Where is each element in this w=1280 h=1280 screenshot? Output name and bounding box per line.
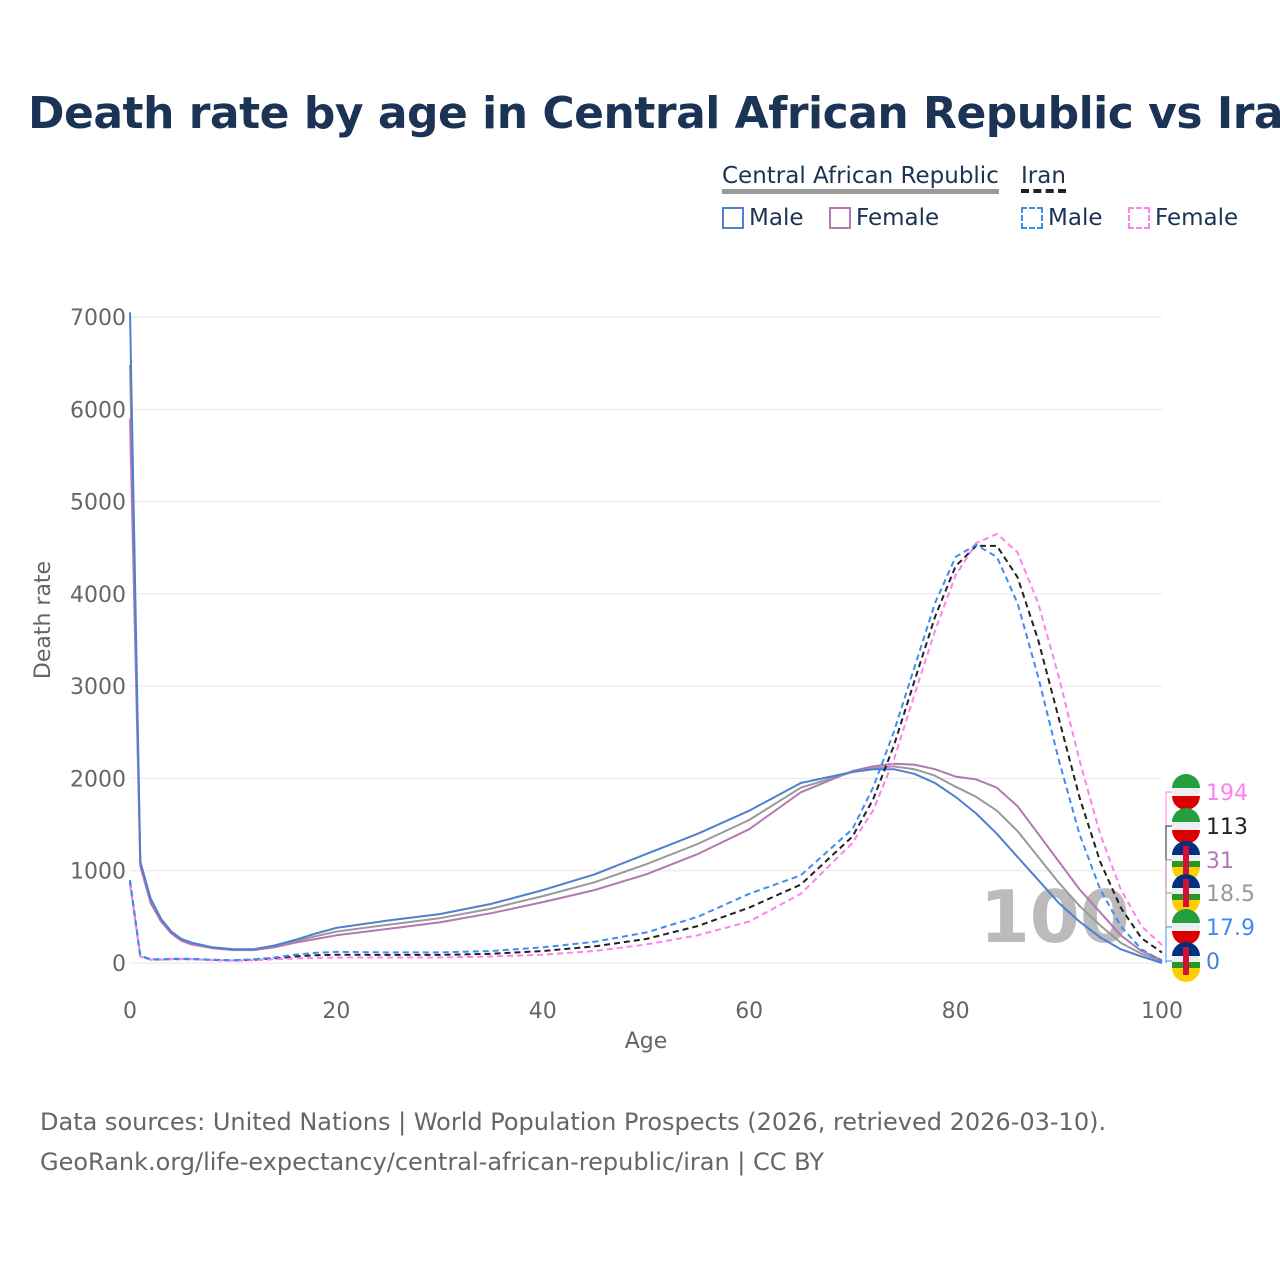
y-tick-label: 1000 [70, 860, 126, 885]
legend-car-female[interactable]: Female [829, 205, 939, 231]
end-value-label: 0 [1206, 950, 1220, 975]
end-value-label: 18.5 [1206, 882, 1255, 907]
source-line-1: Data sources: United Nations | World Pop… [40, 1108, 1107, 1136]
y-tick-label: 4000 [70, 583, 126, 608]
legend-label: Female [856, 205, 940, 231]
y-tick-label: 5000 [70, 491, 126, 516]
x-tick-label: 60 [735, 999, 763, 1024]
series-line-car_total [129, 364, 1163, 963]
y-axis-label: Death rate [31, 561, 56, 679]
label-connector [1165, 825, 1172, 953]
series-line-iran_male [129, 543, 1163, 963]
y-tick-label: 3000 [70, 675, 126, 700]
legend-swatch [829, 207, 851, 229]
end-value-label: 113 [1206, 815, 1248, 840]
label-connector [1165, 859, 1172, 961]
legend-iran[interactable]: Iran [1021, 163, 1066, 193]
end-value-label: 194 [1206, 781, 1248, 806]
flag-stripe [1183, 947, 1189, 975]
series-line-car_male [129, 312, 1163, 964]
legend-swatch [1021, 207, 1043, 229]
legend-iran-male[interactable]: Male [1021, 205, 1102, 231]
end-value-label: 31 [1206, 849, 1234, 874]
flag-stripe [1172, 830, 1200, 844]
label-connector [1165, 926, 1172, 962]
label-connector [1165, 960, 1172, 963]
source-line-2[interactable]: GeoRank.org/life-expectancy/central-afri… [40, 1148, 824, 1176]
x-tick-label: 40 [529, 999, 557, 1024]
label-connector [1165, 791, 1172, 946]
chart-title: Death rate by age in Central African Rep… [28, 88, 1280, 139]
y-tick-label: 0 [112, 952, 126, 977]
legend-car-male[interactable]: Male [722, 205, 803, 231]
flag-stripe [1183, 879, 1189, 907]
legend-car[interactable]: Central African Republic [722, 163, 999, 194]
year-watermark: 100 [980, 875, 1130, 959]
flag-stripe [1183, 846, 1189, 874]
legend-label: Male [1048, 205, 1103, 231]
y-tick-label: 6000 [70, 398, 126, 423]
legend-label: Female [1155, 205, 1239, 231]
x-axis-label: Age [625, 1029, 668, 1054]
x-tick-label: 20 [322, 999, 350, 1024]
legend-swatch [1128, 207, 1150, 229]
series-line-car_female [129, 418, 1163, 962]
legend-swatch [722, 207, 744, 229]
y-tick-label: 2000 [70, 767, 126, 792]
end-value-label: 17.9 [1206, 916, 1255, 941]
x-tick-label: 0 [123, 999, 137, 1024]
flag-stripe [1172, 931, 1200, 945]
flag-stripe [1172, 774, 1200, 788]
legend-iran-female[interactable]: Female [1128, 205, 1238, 231]
legend-label: Male [749, 205, 804, 231]
y-tick-label: 7000 [70, 306, 126, 331]
x-tick-label: 80 [942, 999, 970, 1024]
flag-stripe [1172, 796, 1200, 810]
x-tick-label: 100 [1141, 999, 1183, 1024]
flag-stripe [1172, 909, 1200, 923]
flag-stripe [1172, 808, 1200, 822]
